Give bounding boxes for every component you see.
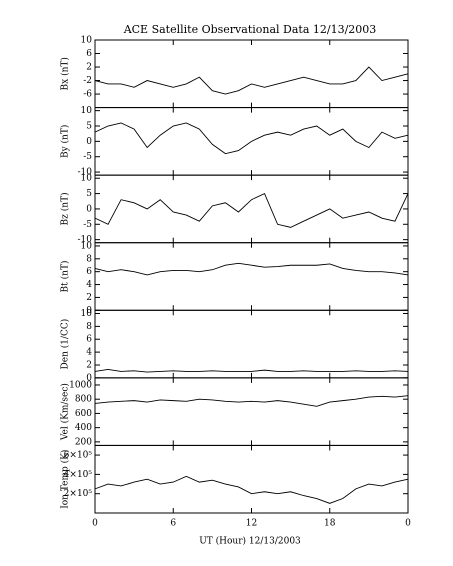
y-tick-label: 2 bbox=[86, 63, 92, 73]
y-tick-label: 4×10⁵ bbox=[64, 470, 93, 480]
y-tick-label: -10 bbox=[78, 168, 93, 178]
x-tick-label: 12 bbox=[246, 519, 257, 529]
y-tick-label: -5 bbox=[83, 152, 92, 162]
y-tick-label: 2 bbox=[86, 293, 92, 303]
y-tick-label: 5 bbox=[86, 189, 92, 199]
x-axis-label: UT (Hour) 12/13/2003 bbox=[199, 536, 301, 547]
y-tick-label: 0 bbox=[86, 137, 92, 147]
y-tick-label: 8 bbox=[86, 254, 92, 264]
panel-frame bbox=[94, 377, 409, 446]
y-tick-label: 5 bbox=[86, 122, 92, 132]
y-tick-label: -6 bbox=[83, 90, 92, 100]
y-tick-label: 0 bbox=[86, 373, 92, 383]
y-axis-label: Ion Temp (K) bbox=[60, 450, 71, 509]
y-tick-label: 1000 bbox=[69, 380, 92, 390]
panel-frame bbox=[94, 309, 409, 379]
panel-frame bbox=[94, 39, 409, 109]
y-tick-label: -10 bbox=[78, 235, 93, 245]
data-line bbox=[94, 395, 409, 407]
y-tick-label: 2 bbox=[86, 360, 92, 370]
y-axis-label: Vel (Km/sec) bbox=[60, 383, 71, 441]
y-tick-label: 6×10⁵ bbox=[64, 451, 93, 461]
x-tick-label: 18 bbox=[324, 519, 336, 529]
y-tick-label: 6 bbox=[86, 49, 92, 59]
y-axis-label: By (nT) bbox=[60, 125, 71, 158]
y-tick-label: 8 bbox=[86, 322, 92, 332]
y-tick-label: 200 bbox=[75, 437, 92, 447]
y-axis-label: Bx (nT) bbox=[60, 57, 71, 90]
data-line bbox=[94, 66, 409, 95]
y-tick-label: -5 bbox=[83, 220, 92, 230]
y-axis-label: Den (1/CC) bbox=[60, 319, 71, 370]
data-line bbox=[94, 192, 409, 228]
y-tick-label: 0 bbox=[86, 204, 92, 214]
x-tick-label: 0 bbox=[92, 519, 98, 529]
panel-frame bbox=[94, 242, 409, 311]
y-tick-label: 4 bbox=[86, 348, 92, 358]
data-line bbox=[94, 369, 409, 373]
data-line bbox=[94, 475, 409, 504]
y-tick-label: 10 bbox=[81, 309, 93, 319]
y-tick-label: 4 bbox=[86, 280, 92, 290]
y-tick-label: 6 bbox=[86, 335, 92, 345]
y-tick-label: 400 bbox=[75, 423, 92, 433]
data-line bbox=[94, 262, 409, 276]
y-tick-label: 2×10⁵ bbox=[64, 489, 93, 499]
x-tick-label: 6 bbox=[170, 519, 176, 529]
panel-frame bbox=[94, 444, 409, 514]
y-tick-label: 10 bbox=[81, 106, 93, 116]
y-tick-label: 10 bbox=[81, 36, 93, 46]
x-tick-label: 0 bbox=[405, 519, 411, 529]
y-tick-label: 800 bbox=[75, 395, 92, 405]
data-line bbox=[94, 122, 409, 155]
y-tick-label: 6 bbox=[86, 267, 92, 277]
y-tick-label: -2 bbox=[83, 76, 92, 86]
y-axis-label: Bt (nT) bbox=[60, 261, 71, 293]
y-tick-label: 10 bbox=[81, 174, 93, 184]
panel-frame bbox=[94, 174, 409, 244]
chart-title: ACE Satellite Observational Data 12/13/2… bbox=[123, 23, 377, 36]
y-axis-label: Bz (nT) bbox=[60, 192, 71, 225]
y-tick-label: 600 bbox=[75, 409, 92, 419]
y-tick-label: 10 bbox=[81, 241, 93, 251]
y-tick-label: 0 bbox=[86, 306, 92, 316]
